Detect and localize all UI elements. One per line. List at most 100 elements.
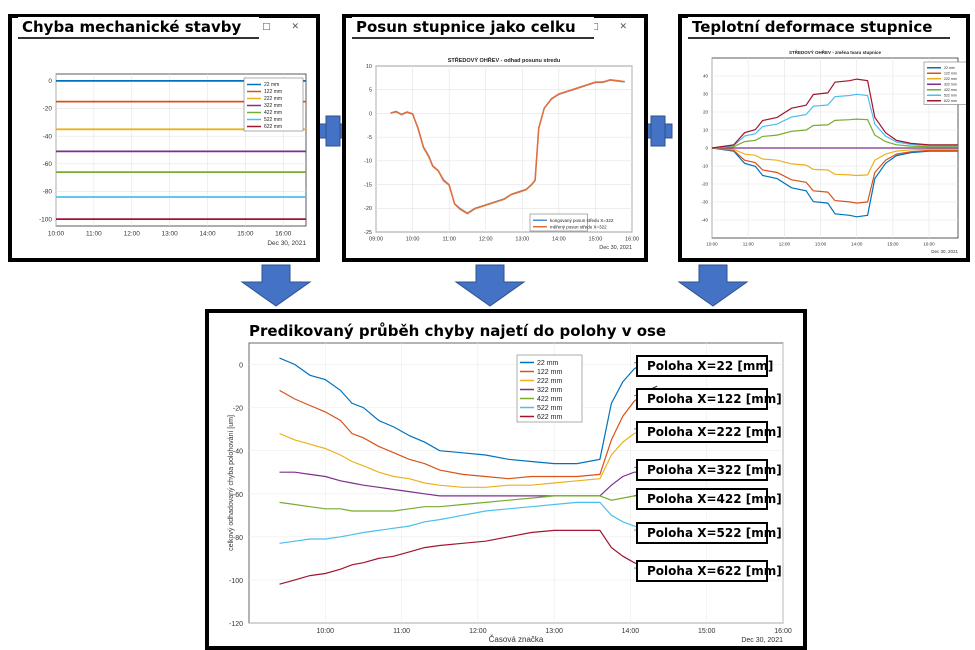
legend-label: 622 mm — [537, 414, 562, 421]
y-tick-label: 20 — [703, 110, 709, 115]
panel-title: Predikovaný průběh chyby najetí do poloh… — [245, 321, 675, 341]
series-line — [711, 147, 958, 204]
x-tick-label: 10:00 — [48, 231, 65, 238]
plot-area — [375, 65, 633, 233]
x-tick-label: 16:00 — [625, 237, 639, 243]
y-tick-label: -20 — [43, 106, 53, 113]
x-tick-label: 15:00 — [698, 628, 716, 635]
window-controls[interactable]: – □ ✕ — [236, 22, 308, 32]
panel-title: Teplotní deformace stupnice — [688, 17, 951, 39]
legend-label: měřený posun středu X=322 — [550, 224, 607, 229]
down-arrow-icon — [240, 264, 312, 307]
x-tick-label: 12:00 — [124, 231, 141, 238]
series-line — [711, 118, 958, 149]
down-arrow-icon — [677, 264, 749, 307]
legend-label: 522 mm — [944, 93, 957, 97]
series-line — [390, 78, 625, 215]
x-tick-label: 15:00 — [887, 242, 899, 247]
date-label: Dec 30, 2021 — [267, 240, 306, 247]
y-axis-label: celkový odhadovaný chyba polohování [um] — [228, 415, 235, 551]
legend-label: 22 mm — [537, 360, 559, 367]
y-tick-label: -40 — [43, 133, 53, 140]
position-label: Poloha X=422 [mm] — [636, 488, 782, 510]
x-tick-label: 16:00 — [774, 628, 792, 635]
series-line — [711, 147, 958, 218]
legend-label: 222 mm — [264, 96, 282, 102]
y-tick-label: -5 — [367, 135, 372, 141]
series-line — [279, 529, 658, 585]
position-label: Poloha X=522 [mm] — [636, 522, 782, 544]
x-tick-label: 11:00 — [86, 231, 102, 238]
legend-label: 322 mm — [264, 103, 282, 109]
y-tick-label: 0 — [705, 146, 708, 151]
legend-box — [516, 354, 583, 423]
y-tick-label: -40 — [701, 218, 708, 223]
series-line — [279, 385, 658, 480]
x-tick-label: 10:00 — [706, 242, 718, 247]
window-controls[interactable]: – □ ✕ — [564, 22, 636, 32]
x-tick-label: 10:00 — [317, 628, 335, 635]
y-tick-label: 0 — [48, 78, 52, 85]
legend-label: 122 mm — [264, 89, 282, 95]
x-tick-label: 13:00 — [515, 237, 529, 243]
x-tick-label: 14:00 — [199, 231, 216, 238]
x-tick-label: 16:00 — [923, 242, 935, 247]
chart-thermal: 40 30 20 10 0 -10 -20 -30 -40 10:00 11:00 12:00 13:0… — [701, 48, 966, 254]
down-arrow-icon — [454, 264, 526, 307]
x-tick-label: 10:00 — [406, 237, 420, 243]
legend-label: 522 mm — [264, 117, 282, 123]
panel-title: Posun stupnice jako celku — [352, 17, 594, 39]
y-tick-label: -80 — [233, 535, 243, 542]
x-tick-label: 14:00 — [851, 242, 863, 247]
x-tick-label: 15:00 — [589, 237, 603, 243]
position-label: Poloha X=222 [mm] — [636, 421, 782, 443]
date-label: Dec 30, 2021 — [741, 637, 783, 644]
chart-title: STŘEDOVÝ OHŘEV - změna tvaru stupnice — [789, 48, 882, 55]
legend-box — [243, 77, 304, 132]
y-tick-label: 30 — [703, 92, 709, 97]
y-tick-label: -60 — [233, 492, 243, 499]
x-tick-label: 12:00 — [779, 242, 791, 247]
y-tick-label: -25 — [364, 230, 372, 236]
x-tick-label: 09:00 — [369, 237, 383, 243]
legend-label: 122 mm — [537, 369, 562, 376]
plus-icon — [318, 115, 348, 147]
series-line — [279, 426, 658, 488]
legend-label: 522 mm — [537, 405, 562, 412]
legend-box — [923, 61, 966, 105]
x-tick-label: 11:00 — [743, 242, 754, 247]
y-tick-label: -20 — [364, 206, 372, 212]
legend-label: 22 mm — [944, 66, 955, 70]
x-tick-label: 13:00 — [545, 628, 563, 635]
position-label: Poloha X=322 [mm] — [636, 459, 782, 481]
legend-label: 122 mm — [944, 71, 957, 75]
legend-label: 622 mm — [264, 124, 282, 130]
position-label: Poloha X=22 [mm] — [636, 355, 773, 377]
y-tick-label: 0 — [369, 111, 372, 117]
y-tick-label: -80 — [43, 189, 53, 196]
x-tick-label: 16:00 — [275, 231, 292, 238]
y-tick-label: -120 — [229, 621, 243, 628]
panel-predicted-error: Predikovaný průběh chyby najetí do poloh… — [205, 309, 807, 650]
y-tick-label: -30 — [701, 200, 708, 205]
y-tick-label: 10 — [366, 64, 372, 70]
x-tick-label: 15:00 — [237, 231, 254, 238]
legend-label: 422 mm — [264, 110, 282, 116]
legend-label: 222 mm — [944, 77, 957, 81]
y-tick-label: -15 — [364, 182, 372, 188]
x-tick-label: 11:00 — [393, 628, 410, 635]
position-label: Poloha X=122 [mm] — [636, 388, 782, 410]
x-tick-label: 13:00 — [815, 242, 827, 247]
series-line — [279, 501, 658, 544]
legend-label: 322 mm — [944, 82, 957, 86]
x-tick-label: 11:00 — [442, 237, 455, 243]
panel-thermal-deformation: Teplotní deformace stupnice – □ ✕ 403020… — [678, 14, 970, 262]
series-line — [279, 471, 658, 497]
chart-mechanical: 0 -20 -40 -60 -80 -100 10:00 11:00 12:00 13:00 14:… — [39, 73, 307, 247]
x-tick-label: 14:00 — [552, 237, 566, 243]
y-tick-label: -100 — [229, 578, 243, 585]
y-tick-label: 10 — [703, 128, 709, 133]
x-tick-label: 12:00 — [479, 237, 493, 243]
